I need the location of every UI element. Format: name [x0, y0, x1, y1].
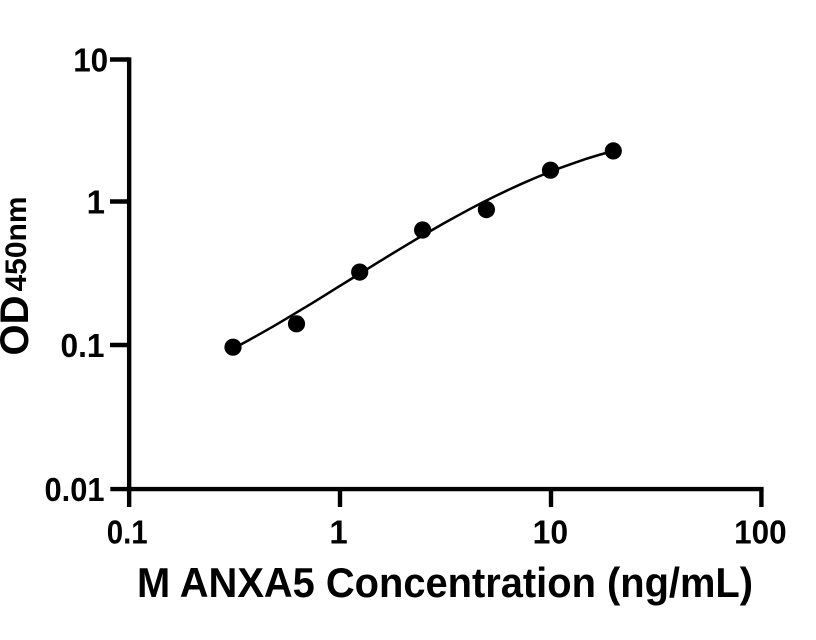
svg-text:100: 100: [734, 514, 787, 551]
svg-text:0.01: 0.01: [45, 471, 105, 508]
svg-text:1: 1: [329, 514, 347, 551]
svg-text:0.1: 0.1: [61, 327, 105, 364]
svg-text:M ANXA5 Concentration (ng/mL): M ANXA5 Concentration (ng/mL): [137, 559, 753, 606]
svg-text:1: 1: [87, 184, 105, 221]
svg-text:10: 10: [533, 514, 569, 551]
svg-text:0.1: 0.1: [107, 514, 148, 551]
svg-text:OD450nm: OD450nm: [0, 196, 37, 355]
svg-text:10: 10: [73, 42, 108, 79]
